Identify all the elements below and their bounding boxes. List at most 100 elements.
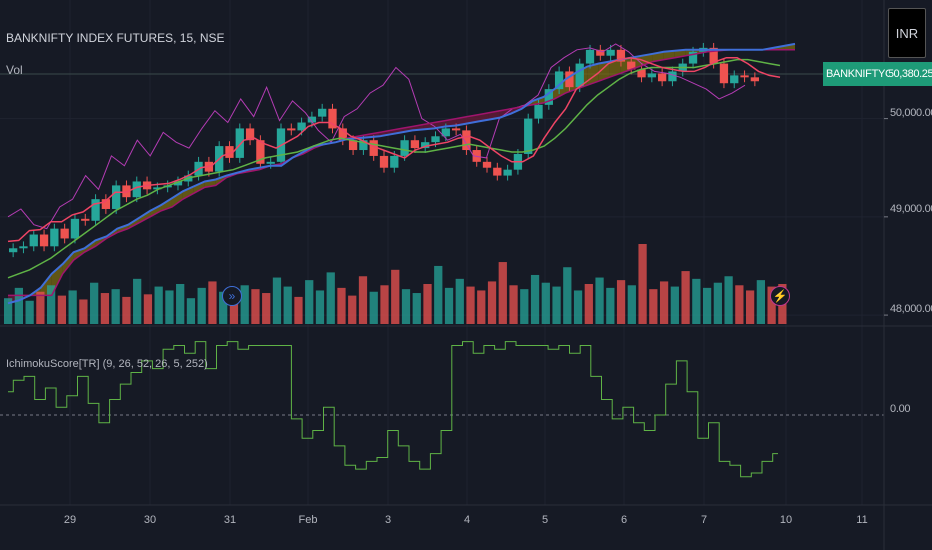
candle-body (153, 187, 162, 190)
candle-body (307, 116, 317, 123)
volume-bar (68, 290, 77, 324)
volume-bar (401, 289, 411, 324)
volume-bar (434, 265, 443, 324)
volume-bar (122, 296, 131, 324)
volume-bar (756, 280, 765, 324)
volume-bar (391, 269, 400, 324)
candle-body (493, 167, 502, 176)
volume-bar (208, 281, 217, 324)
price-tag: 50,380.25 (889, 62, 932, 86)
candle-body (524, 118, 533, 154)
volume-bar (90, 282, 99, 324)
volume-bar (702, 287, 712, 324)
volume-bar (315, 290, 325, 324)
candle-body (503, 169, 512, 176)
currency-button[interactable]: INR (888, 8, 926, 58)
volume-bar (251, 289, 260, 324)
volume-bar (100, 293, 110, 324)
x-tick-label: Feb (298, 514, 318, 526)
candle-body (740, 75, 749, 78)
candle-body (235, 128, 244, 158)
lagging-span-line (7, 43, 746, 230)
volume-bar (670, 286, 679, 324)
candle-body (657, 73, 667, 82)
volume-bar (681, 271, 690, 324)
volume-bar (358, 276, 368, 324)
candle-body (482, 161, 492, 168)
volume-bar (455, 278, 464, 324)
volume-bar (584, 284, 593, 324)
volume-bar (176, 284, 185, 324)
candle-body (719, 63, 729, 84)
candle-body (318, 108, 327, 117)
volume-bar (219, 291, 228, 324)
candle-body (70, 218, 80, 239)
volume-bar (262, 293, 271, 324)
volume-bar (713, 282, 722, 324)
candle-body (709, 47, 718, 64)
candle-body (39, 234, 49, 247)
lightning-icon[interactable]: ⚡ (770, 286, 790, 306)
cloud-segment (139, 210, 151, 223)
score-line (8, 341, 778, 478)
candle-body (390, 155, 399, 168)
candle-body (225, 146, 234, 158)
volume-bar (767, 286, 776, 324)
fast-forward-icon[interactable]: » (222, 286, 242, 306)
volume-bar (272, 277, 282, 324)
volume-bar (638, 244, 647, 324)
cloud-segment (150, 205, 162, 217)
x-tick-label: 31 (223, 514, 237, 526)
candle-body (297, 122, 306, 131)
candle-body (585, 49, 595, 64)
volume-bar (305, 280, 314, 324)
x-tick-label: 3 (384, 514, 392, 526)
volume-bar (606, 287, 615, 324)
x-tick-label: 7 (700, 514, 708, 526)
y-tick-label: 49,000.00 (890, 203, 932, 215)
volume-bar (616, 280, 626, 324)
volume-bar (509, 285, 518, 324)
candle-body (575, 63, 584, 88)
candle-body (596, 49, 605, 56)
x-tick-label: 10 (779, 514, 793, 526)
candle-body (173, 181, 183, 186)
candle-body (462, 130, 471, 151)
span-b-line (8, 49, 795, 297)
cloud-segment (193, 181, 205, 194)
volume-bar (724, 276, 733, 324)
conversion-line (7, 56, 781, 243)
volume-bar (79, 299, 88, 324)
score-tick-label: 0.00 (890, 403, 911, 415)
candle-body (338, 128, 347, 141)
candle-body (91, 199, 100, 221)
chart-title: BANKNIFTY INDEX FUTURES, 15, NSE (6, 31, 225, 45)
candle-body (441, 128, 450, 137)
volume-label: Vol (6, 63, 23, 77)
candle-body (359, 140, 368, 151)
volume-bar (595, 277, 604, 324)
candle-body (451, 128, 461, 131)
x-tick-label: 30 (143, 514, 157, 526)
candle-body (369, 140, 378, 156)
candle-body (379, 155, 389, 168)
candle-body (400, 140, 409, 156)
volume-bar (25, 300, 34, 324)
candle-body (637, 69, 646, 78)
volume-bar (240, 285, 249, 324)
candle-body (616, 49, 626, 62)
candle-body (50, 228, 59, 247)
score-pane (0, 341, 884, 478)
x-tick-label: 6 (620, 514, 628, 526)
candle-body (245, 128, 255, 141)
volume-bar (229, 295, 239, 324)
candle-body (431, 136, 440, 143)
axes (883, 0, 888, 550)
candle-body (328, 108, 337, 129)
volume-bar (659, 281, 669, 324)
volume-bar (186, 298, 196, 324)
candle-body (606, 49, 615, 56)
candle-body (688, 51, 698, 64)
volume-bar (337, 287, 346, 324)
